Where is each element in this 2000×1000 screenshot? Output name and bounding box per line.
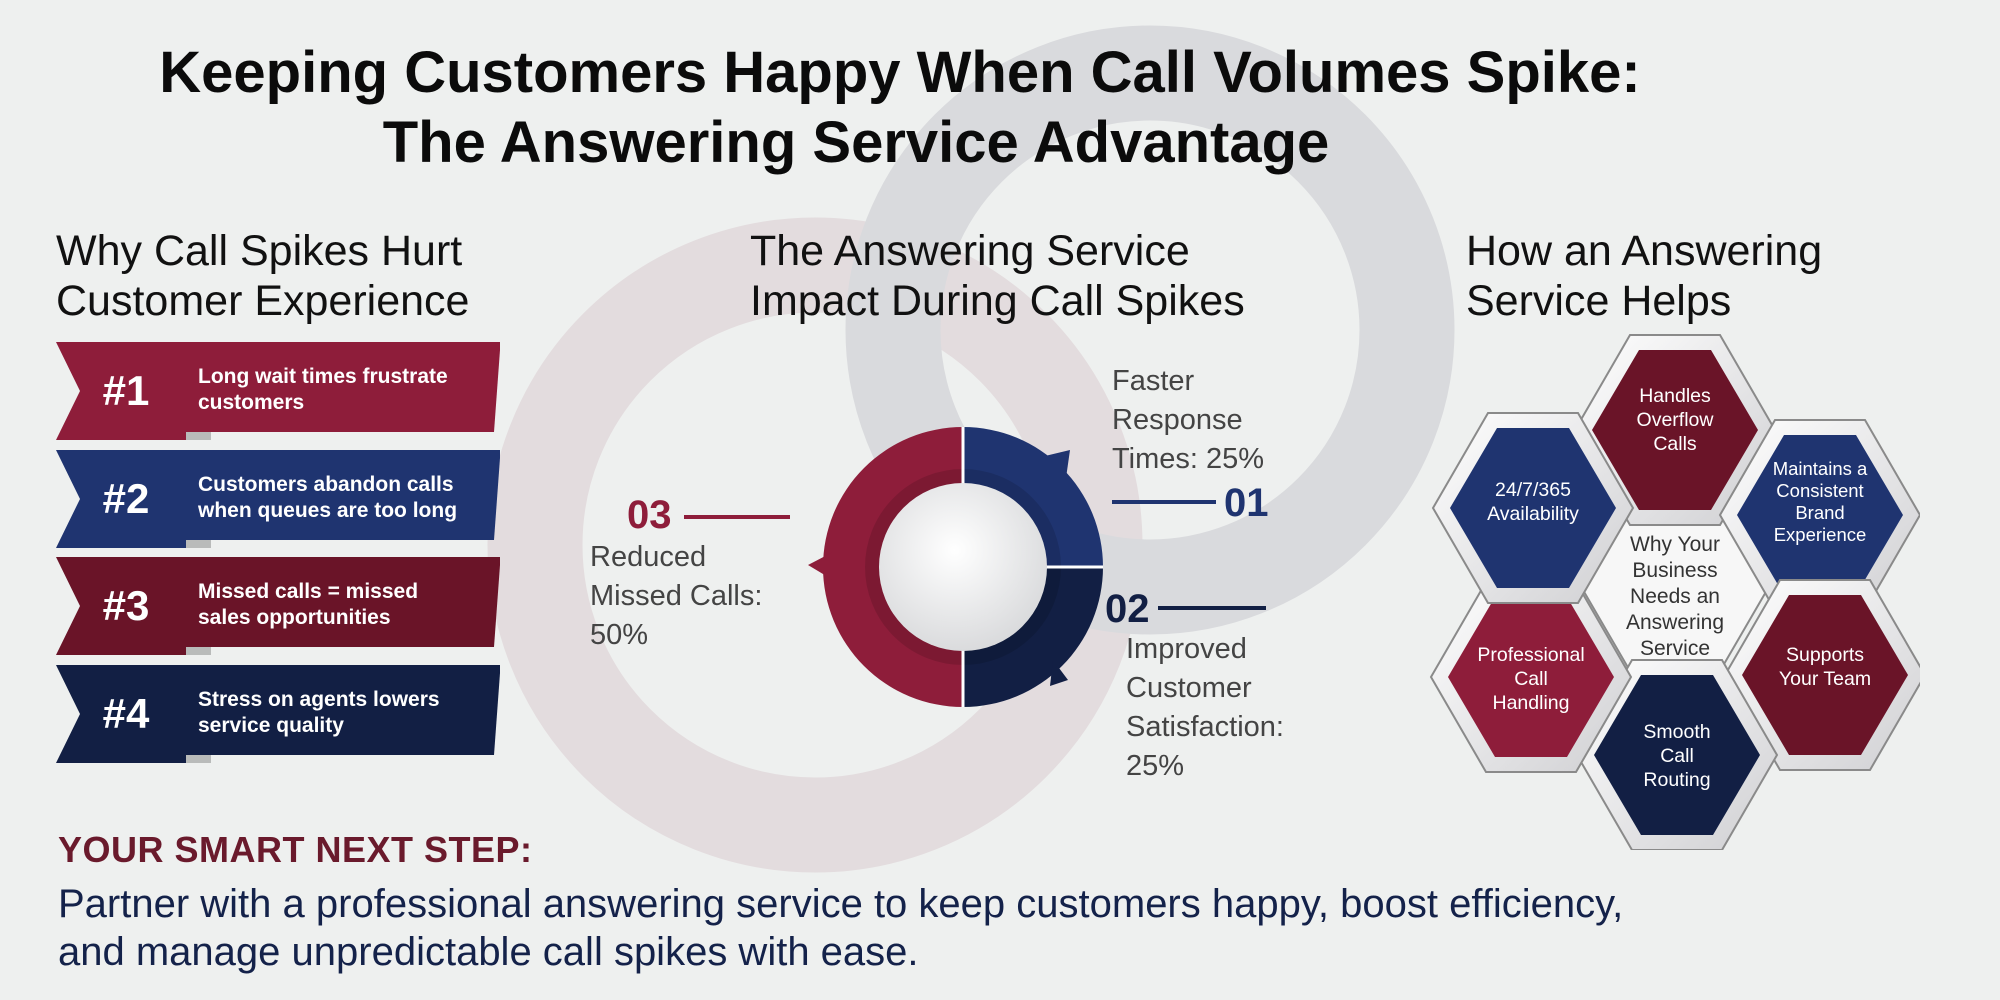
- title-line-1: Keeping Customers Happy When Call Volume…: [159, 40, 1641, 105]
- ribbon-item-2: #2 Customers abandon calls when queues a…: [56, 450, 500, 548]
- ribbon-text-line-1: Stress on agents lowers: [198, 688, 440, 711]
- hex-text-line: Supports: [1785, 644, 1865, 666]
- hex-text-line: Maintains a: [1772, 458, 1868, 479]
- ribbon-number: #3: [102, 582, 150, 629]
- stat-02-line: [1158, 606, 1266, 610]
- center-heading-line-2: Impact During Call Spikes: [750, 277, 1245, 325]
- ribbon-text-line-2: sales opportunities: [198, 606, 391, 629]
- hex-professional-handling: [1429, 581, 1633, 773]
- hex-text-line: Consistent: [1776, 480, 1864, 501]
- ribbon-number: #2: [102, 475, 150, 522]
- hex-text-line: Why Your: [1630, 533, 1720, 556]
- hex-text-line: Professional: [1477, 644, 1585, 666]
- left-heading-line-2: Customer Experience: [56, 277, 470, 325]
- stat-line: Response: [1112, 404, 1243, 436]
- hexagon-cluster: [1429, 334, 1920, 850]
- ribbon-text-line-2: service quality: [198, 714, 344, 737]
- hex-text-line: Smooth: [1643, 721, 1711, 743]
- hex-availability: [1431, 412, 1635, 604]
- stat-line: Missed Calls:: [590, 580, 763, 612]
- hex-text-line: Availability: [1487, 503, 1579, 525]
- hex-text-line: Routing: [1643, 769, 1711, 791]
- ribbon-text: Long wait times frustrate customers: [198, 364, 498, 416]
- ribbon-text-line-2: customers: [198, 391, 305, 414]
- ribbon-shape: [56, 342, 500, 440]
- hex-availability-label: 24/7/365 Availability: [1453, 478, 1613, 526]
- hex-text-line: Answering: [1625, 611, 1725, 634]
- ribbon-text: Missed calls = missed sales opportunitie…: [198, 579, 498, 631]
- ribbon-text-line-1: Missed calls = missed: [198, 580, 419, 603]
- cta-line-1: Partner with a professional answering se…: [58, 882, 1624, 926]
- hex-handles-overflow-label: Handles Overflow Calls: [1595, 384, 1755, 456]
- hex-text-line: 24/7/365: [1495, 479, 1571, 501]
- ribbon-item-1: #1 Long wait times frustrate customers: [56, 342, 500, 440]
- stat-line: Satisfaction:: [1126, 711, 1284, 743]
- stat-02-number: 02: [1105, 587, 1150, 631]
- hex-text-line: Brand: [1795, 502, 1845, 523]
- hex-call-routing-label: Smooth Call Routing: [1597, 720, 1757, 792]
- ribbon-item-4: #4 Stress on agents lowers service quali…: [56, 665, 500, 763]
- hex-center-label: Why Your Business Needs an Answering Ser…: [1595, 532, 1755, 662]
- ribbon-text-line-1: Long wait times frustrate: [198, 365, 448, 388]
- hex-text-line: Needs an: [1630, 585, 1720, 608]
- hex-text-line: Experience: [1773, 524, 1867, 545]
- stat-01-number: 01: [1224, 481, 1269, 525]
- hex-call-routing: [1575, 659, 1779, 850]
- center-heading: The Answering Service Impact During Call…: [750, 226, 1245, 326]
- hex-text-line: Business: [1632, 559, 1718, 582]
- hex-text-line: Your Team: [1778, 668, 1872, 690]
- hex-text-line: Service: [1639, 637, 1711, 660]
- ribbon-text: Stress on agents lowers service quality: [198, 687, 498, 739]
- ribbon-item-3: #3 Missed calls = missed sales opportuni…: [56, 557, 500, 655]
- stat-line: 50%: [590, 619, 649, 651]
- stat-02-text: Improved Customer Satisfaction: 25%: [1126, 630, 1284, 786]
- ribbon-text-line-1: Customers abandon calls: [198, 473, 454, 496]
- right-heading: How an Answering Service Helps: [1466, 226, 1822, 326]
- title-line-2: The Answering Service Advantage: [382, 110, 1330, 175]
- hex-supports-team-label: Supports Your Team: [1745, 643, 1905, 691]
- stat-01-line: [1112, 500, 1216, 504]
- left-heading: Why Call Spikes Hurt Customer Experience: [56, 226, 469, 326]
- right-heading-line-1: How an Answering: [1466, 227, 1823, 275]
- stat-03-text: Reduced Missed Calls: 50%: [590, 538, 762, 655]
- stat-line: Times: 25%: [1112, 443, 1265, 475]
- ribbon-shape: [56, 450, 500, 548]
- stat-03-number: 03: [627, 493, 672, 537]
- cta-line-2: and manage unpredictable call spikes wit…: [58, 930, 919, 974]
- ribbon-number: #4: [102, 690, 150, 737]
- hex-text-line: Calls: [1653, 433, 1697, 455]
- stat-line: Faster: [1112, 365, 1195, 397]
- ribbon-shape: [56, 665, 500, 763]
- stat-03-line: [684, 515, 790, 519]
- hex-brand-experience: [1718, 419, 1920, 611]
- stat-line: Reduced: [590, 541, 707, 573]
- hex-professional-handling-label: Professional Call Handling: [1451, 643, 1611, 715]
- hex-text-line: Handling: [1492, 692, 1570, 714]
- hex-text-line: Call: [1660, 745, 1694, 767]
- stat-line: Improved: [1126, 633, 1247, 665]
- ribbon-number: #1: [102, 367, 150, 414]
- hex-text-line: Handles: [1639, 385, 1711, 407]
- stat-line: Customer: [1126, 672, 1252, 704]
- ribbon-text: Customers abandon calls when queues are …: [198, 472, 498, 524]
- ribbon-text-line-2: when queues are too long: [198, 499, 458, 522]
- cta-heading: YOUR SMART NEXT STEP:: [58, 829, 533, 870]
- hex-text-line: Call: [1514, 668, 1548, 690]
- hex-handles-overflow: [1573, 334, 1777, 526]
- right-heading-line-2: Service Helps: [1466, 277, 1732, 325]
- left-heading-line-1: Why Call Spikes Hurt: [56, 227, 463, 275]
- stat-line: 25%: [1126, 750, 1185, 782]
- cta-body: Partner with a professional answering se…: [58, 880, 1958, 976]
- ribbon-shape: [56, 557, 500, 655]
- hex-supports-team: [1723, 579, 1920, 771]
- hex-brand-experience-label: Maintains a Consistent Brand Experience: [1740, 458, 1900, 546]
- hex-text-line: Overflow: [1636, 409, 1714, 431]
- impact-ring: [808, 427, 1103, 707]
- stat-01-text: Faster Response Times: 25%: [1112, 362, 1264, 479]
- page-title: Keeping Customers Happy When Call Volume…: [0, 38, 1800, 178]
- center-heading-line-1: The Answering Service: [750, 227, 1190, 275]
